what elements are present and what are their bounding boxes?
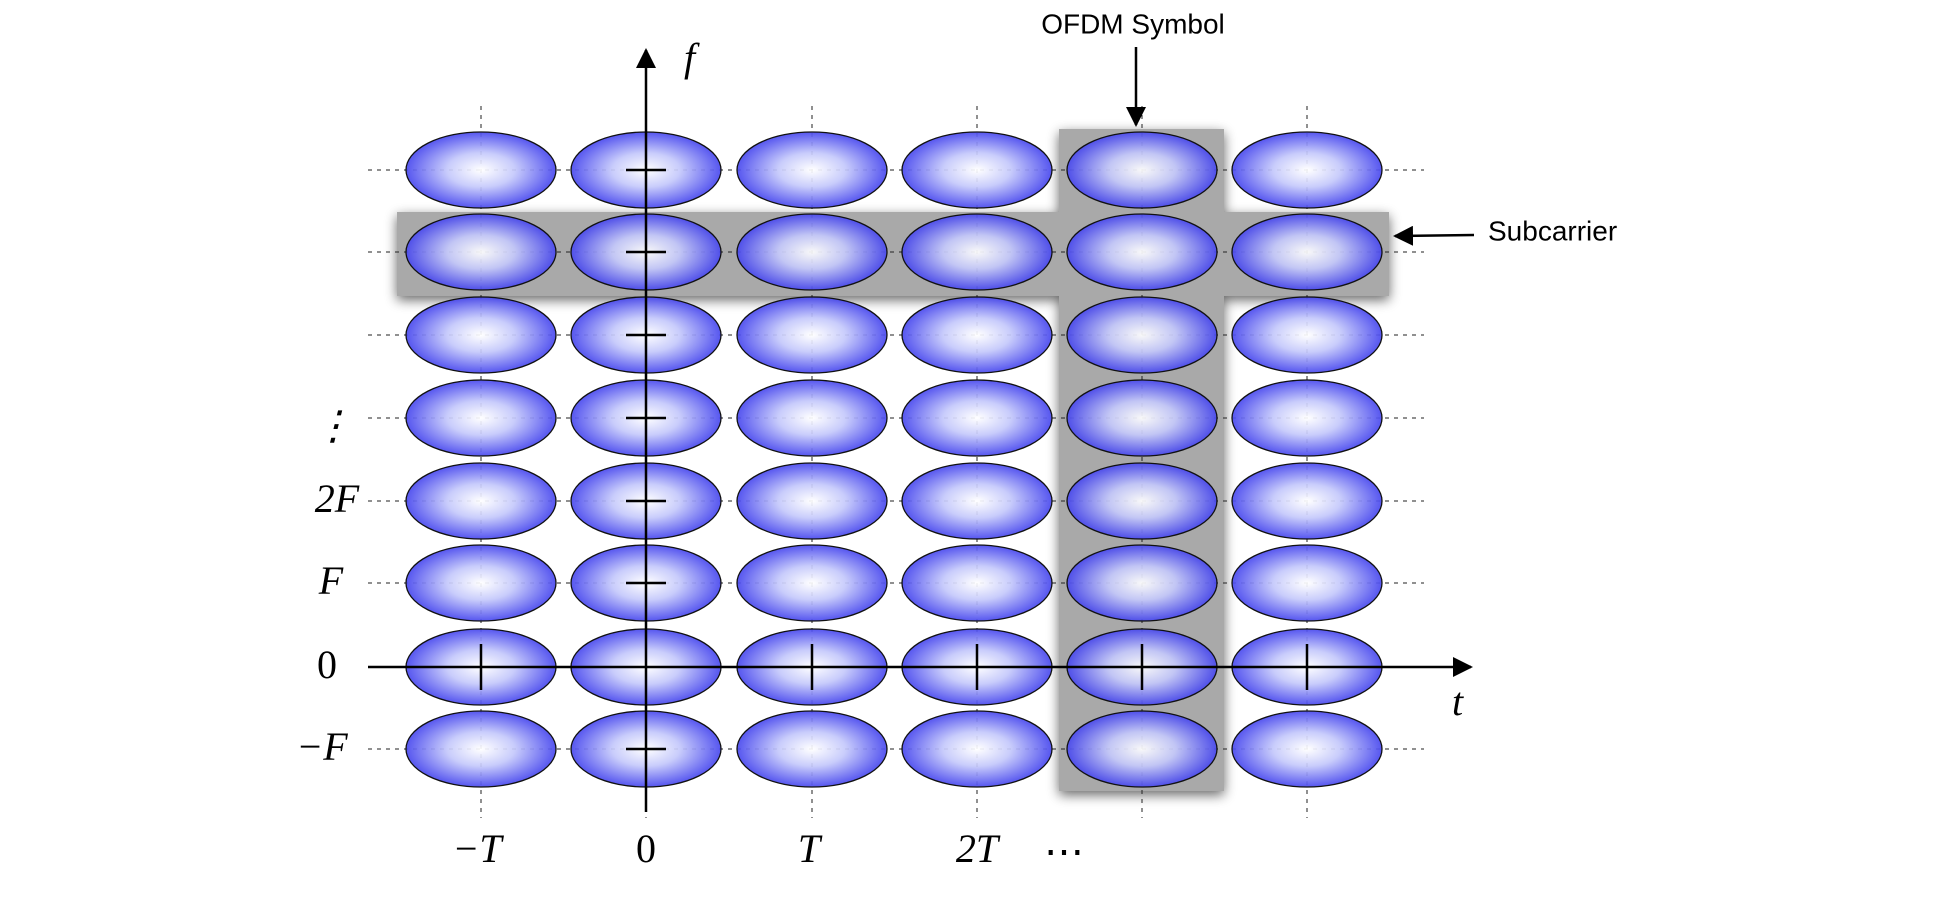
symbol [901,213,1053,291]
symbol [901,544,1053,622]
symbol [901,462,1053,540]
symbol [405,379,557,457]
symbol [1066,544,1218,622]
symbol [1231,131,1383,209]
x-axis-label: t [1452,679,1464,724]
x-tick-label: −T [452,826,504,871]
symbol [1231,710,1383,788]
symbol [1066,379,1218,457]
annotation: Subcarrier [1488,215,1617,246]
symbol [736,710,888,788]
symbol [736,379,888,457]
symbol [1066,213,1218,291]
symbol [736,462,888,540]
symbol [405,213,557,291]
symbol [1231,544,1383,622]
symbol [901,710,1053,788]
highlight [397,129,1389,791]
symbol [1066,131,1218,209]
symbol [1231,379,1383,457]
symbol [1066,296,1218,374]
x-tick-label: ⋯ [1044,829,1084,874]
axes [368,48,1473,812]
symbol [1231,296,1383,374]
x-tick-label: T [798,826,823,871]
symbol [901,379,1053,457]
y-tick-label: −F [296,724,348,769]
symbol [405,544,557,622]
symbol [1231,462,1383,540]
symbol [901,296,1053,374]
symbol [736,213,888,291]
symbol [405,710,557,788]
symbol [736,296,888,374]
symbol [1066,710,1218,788]
symbol [901,131,1053,209]
y-tick-label: 0 [317,642,337,687]
annotation: OFDM Symbol [1041,8,1225,39]
x-tick-label: 0 [636,826,656,871]
x-tick-label: 2T [956,826,1001,871]
symbol [405,296,557,374]
symbol [736,131,888,209]
symbol [1231,213,1383,291]
y-tick-label: 2F [315,476,360,521]
y-axis-label: f [684,35,700,80]
highlight-bands [397,129,1389,791]
annotation-arrow [1393,225,1475,246]
y-tick-label: ⋮ [313,403,353,448]
symbol [736,544,888,622]
symbol [405,131,557,209]
y-tick-label: F [318,558,344,603]
symbol [405,462,557,540]
symbol [1066,462,1218,540]
